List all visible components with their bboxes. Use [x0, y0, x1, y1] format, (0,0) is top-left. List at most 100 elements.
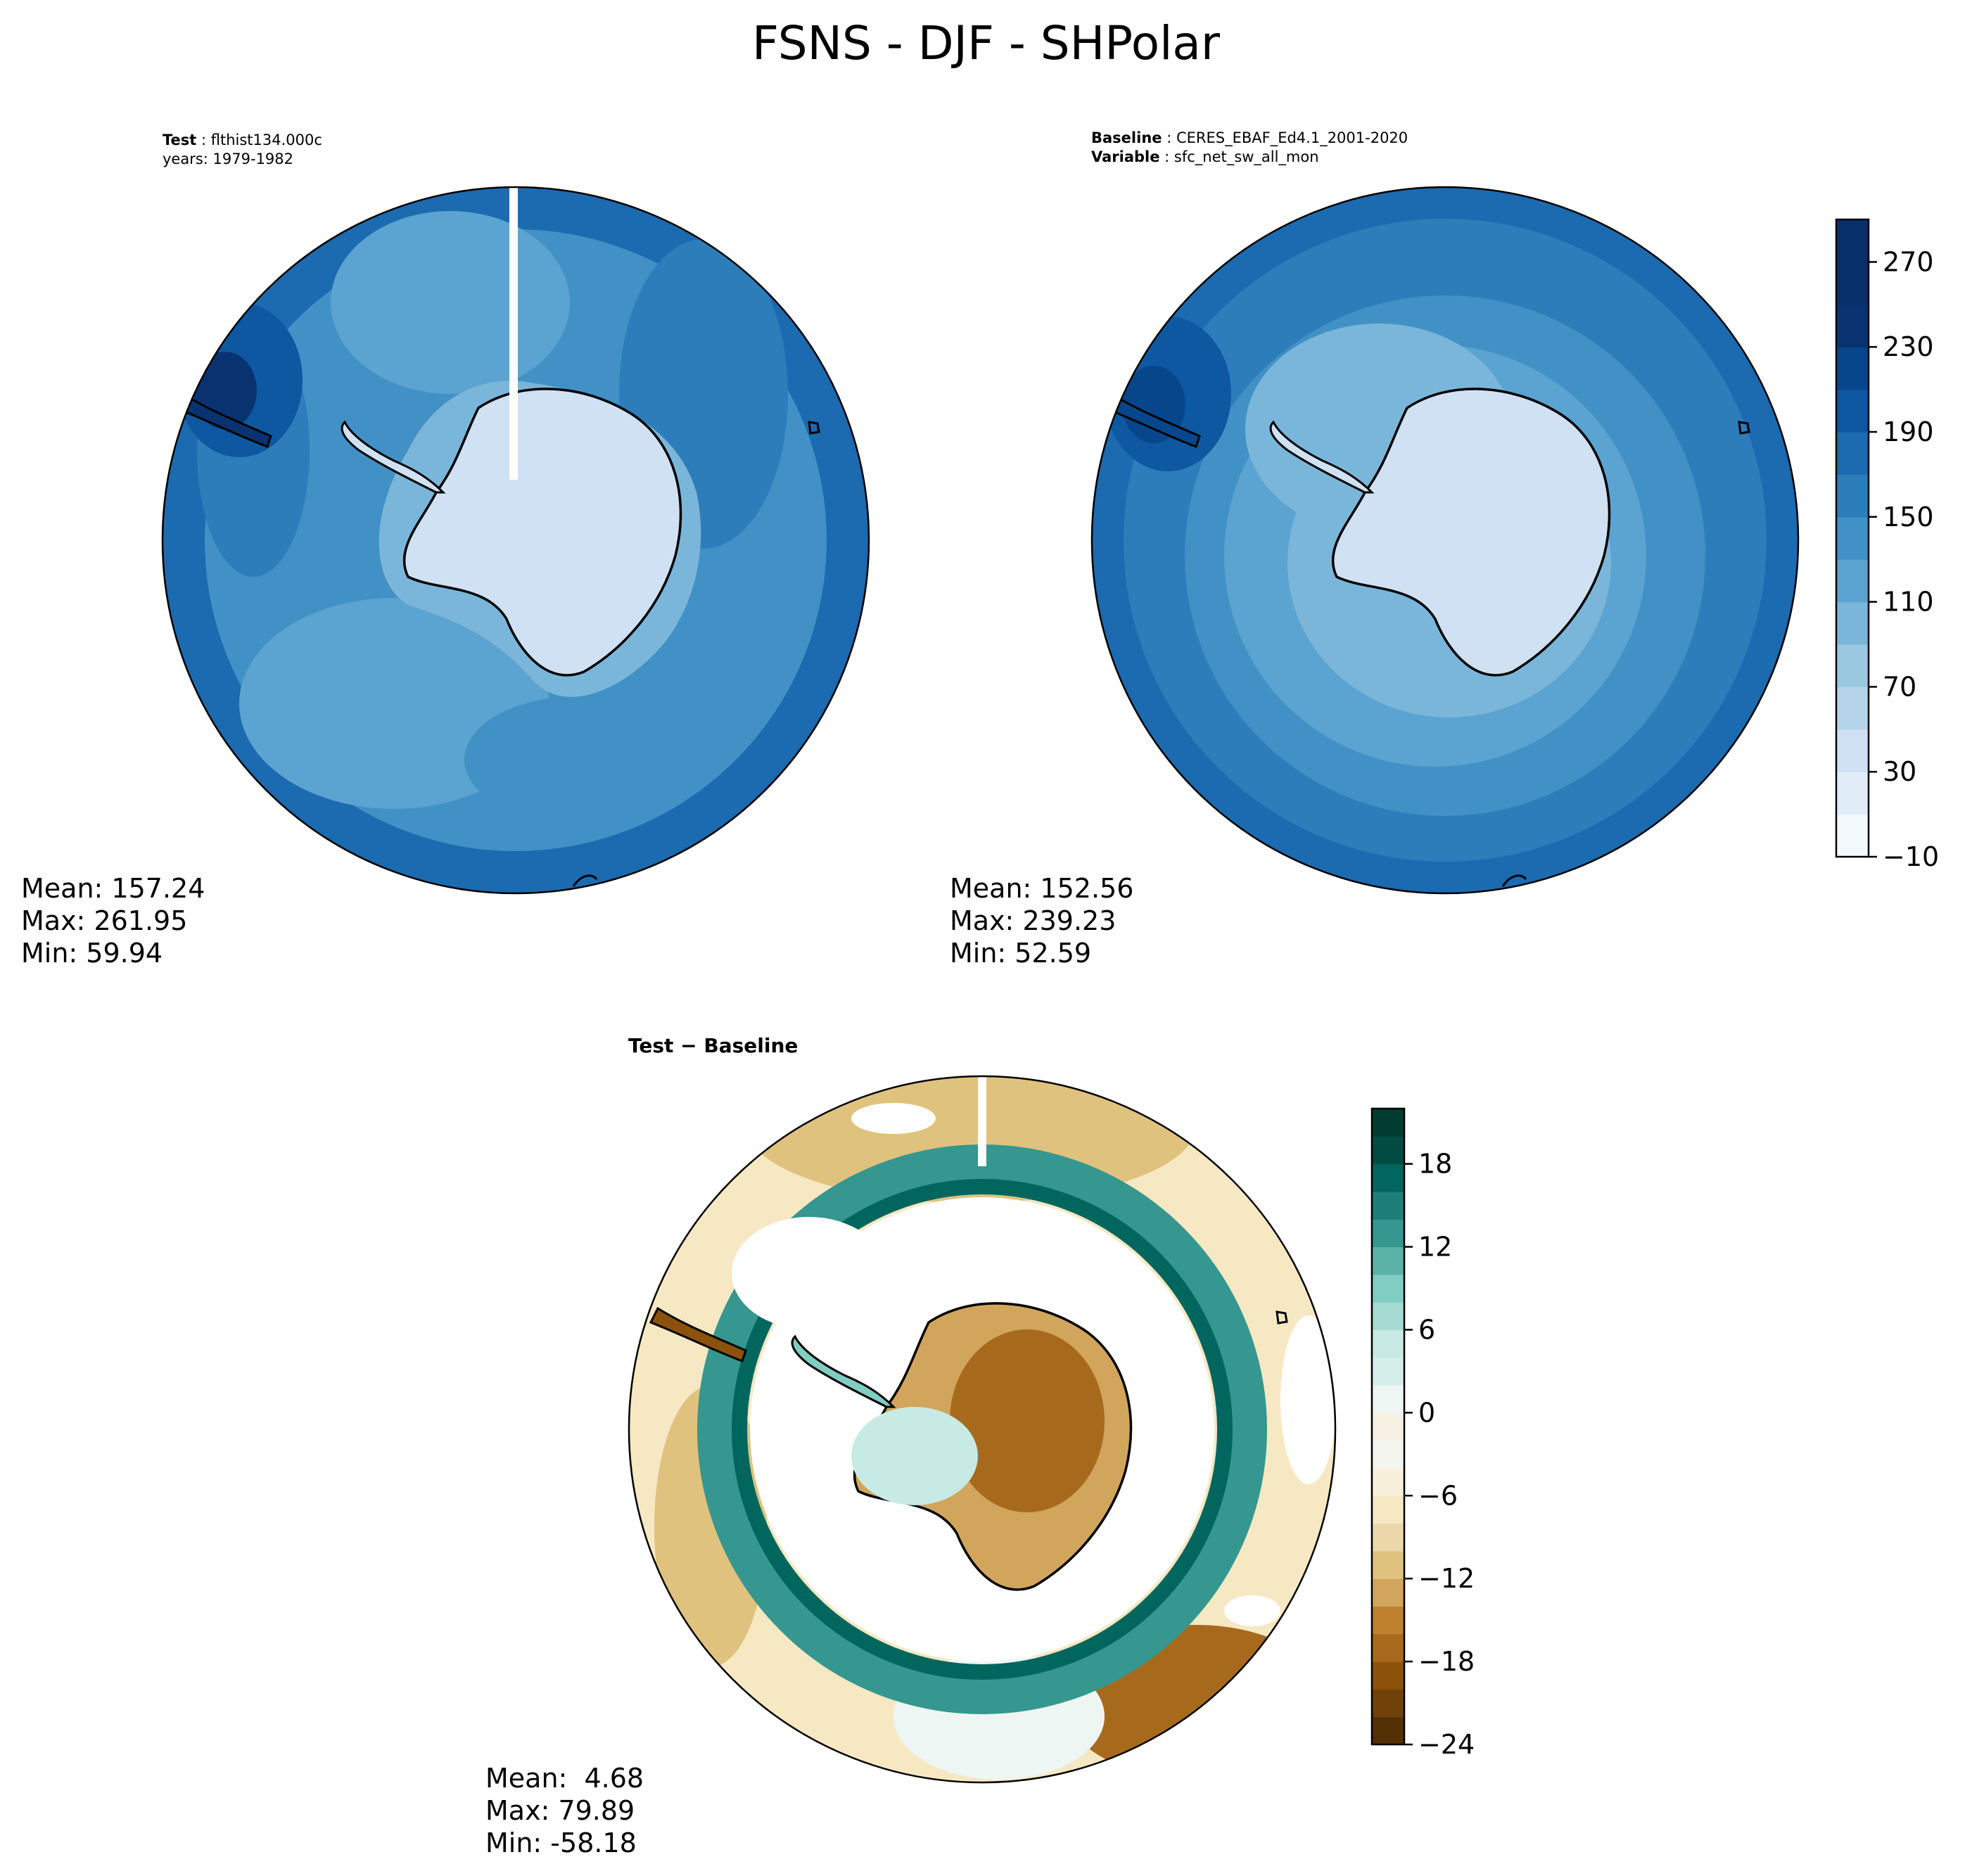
diff-white-patch-3 [1280, 1315, 1335, 1484]
baseline-subtitle: Baseline : CERES_EBAF_Ed4.1_2001-2020 Va… [1091, 129, 1408, 165]
colorbar-segment [1372, 1357, 1404, 1386]
colorbar-tick-label: 150 [1883, 502, 1934, 532]
colorbar-segment [1836, 601, 1869, 645]
baseline-mean: Mean: 152.56 [950, 873, 1134, 904]
difference-mean: Mean: 4.68 [485, 1763, 644, 1794]
diff-antarctica-dark [950, 1329, 1105, 1512]
colorbar-segment [1372, 1163, 1404, 1192]
colorbar-segment [1372, 1191, 1404, 1220]
difference-title: Test − Baseline [628, 1034, 799, 1057]
diff-south-america [649, 1306, 747, 1363]
test-antarctica [402, 388, 682, 677]
diff-white-patch-1 [732, 1217, 886, 1329]
colorbar-segment [1372, 1136, 1404, 1165]
baseline-variable-value: sfc_net_sw_all_mon [1173, 148, 1319, 165]
test-map [163, 187, 869, 893]
diff-white-patch-4 [1224, 1595, 1280, 1626]
colorbar-segment [1836, 644, 1869, 687]
baseline-max: Max: 239.23 [950, 905, 1117, 936]
baseline-subtitle-label: Baseline [1091, 129, 1162, 146]
diff-west-antarctica-teal [851, 1407, 978, 1505]
colorbar-segment [1372, 1329, 1404, 1358]
test-stats: Mean: 157.24 Max: 261.95 Min: 59.94 [21, 872, 205, 969]
brbg-colorbar: −24 −18 −12 −6 0 6 12 18 [1370, 1107, 1475, 1760]
difference-max: Max: 79.89 [485, 1795, 635, 1826]
diff-seam [978, 1076, 986, 1166]
colorbar-frame [1370, 1107, 1406, 1746]
colorbar-tick-label: 6 [1418, 1314, 1435, 1345]
baseline-variable-label: Variable [1091, 148, 1160, 165]
colorbar-segment [1836, 559, 1869, 603]
colorbar-tick-label: 110 [1883, 587, 1934, 618]
diff-white-patch-2 [851, 1103, 936, 1134]
colorbar-segment [1372, 1633, 1404, 1662]
colorbar-tick-label: 12 [1418, 1232, 1452, 1263]
baseline-map-border [1090, 186, 1800, 895]
colorbar-tick-label: 30 [1883, 756, 1916, 787]
colorbar-segment [1836, 687, 1869, 730]
colorbar-segment [1372, 1523, 1404, 1552]
colorbar-segment [1372, 1606, 1404, 1635]
colorbar-segment [1836, 516, 1869, 560]
diff-green-ring [697, 1144, 1267, 1714]
colorbar-tick-label: −10 [1883, 841, 1939, 872]
baseline-south-america [1102, 392, 1201, 448]
test-south-america [174, 392, 272, 448]
diff-dark-green-ring [732, 1179, 1233, 1680]
test-island [808, 421, 820, 435]
colorbar-segment [1836, 729, 1869, 772]
baseline-island [1738, 421, 1750, 435]
colorbar-tick-label: 270 [1883, 246, 1934, 277]
colorbar-segment [1836, 262, 1869, 305]
colorbar-segment [1372, 1467, 1404, 1496]
colorbar-segment [1372, 1302, 1404, 1331]
test-subtitle-value: flthist134.000c [210, 132, 322, 148]
colorbar-tick-label: 18 [1418, 1149, 1452, 1180]
colorbar-segment [1836, 772, 1869, 815]
difference-stats: Mean: 4.68 Max: 79.89 Min: -58.18 [485, 1762, 644, 1859]
difference-map-border [628, 1075, 1337, 1784]
test-seam [509, 187, 518, 480]
colorbar-segment [1372, 1578, 1404, 1607]
colorbar-frame [1835, 218, 1870, 858]
colorbar-tick-label: −6 [1418, 1480, 1458, 1511]
colorbar-segment [1836, 474, 1869, 518]
colorbar-tick-label: 0 [1418, 1397, 1435, 1428]
baseline-coast-bottom [1501, 874, 1527, 887]
colorbar-tick-label: 230 [1883, 331, 1934, 362]
colorbar-tick-label: −24 [1418, 1729, 1475, 1760]
baseline-stats: Mean: 152.56 Max: 239.23 Min: 52.59 [950, 872, 1133, 969]
difference-min: Min: -58.18 [485, 1827, 637, 1858]
colorbar-segment [1372, 1661, 1404, 1690]
colorbar-tick-label: −18 [1418, 1646, 1475, 1677]
blues-colorbar: −10 30 70 110 150 190 230 270 [1835, 218, 1939, 872]
colorbar-segment [1836, 304, 1869, 347]
test-years: years: 1979-1982 [163, 151, 294, 167]
colorbar-segment [1836, 814, 1869, 857]
test-min: Min: 59.94 [21, 938, 163, 969]
baseline-subtitle-value: CERES_EBAF_Ed4.1_2001-2020 [1176, 129, 1408, 146]
colorbar-segment [1372, 1274, 1404, 1303]
test-subtitle: Test : flthist134.000c years: 1979-1982 [163, 132, 322, 167]
test-max: Max: 261.95 [21, 905, 188, 936]
colorbar-segment [1836, 389, 1869, 433]
colorbar-segment [1372, 1550, 1404, 1579]
test-subtitle-label: Test [163, 132, 197, 148]
colorbar-segment [1372, 1440, 1404, 1469]
colorbar-tick-label: −12 [1418, 1563, 1475, 1594]
test-coast-bottom [572, 874, 598, 887]
figure-title: FSNS - DJF - SHPolar [751, 16, 1221, 70]
baseline-min: Min: 52.59 [950, 938, 1092, 969]
colorbar-segment [1836, 347, 1869, 390]
colorbar-tick-label: 70 [1883, 671, 1916, 702]
colorbar-segment [1372, 1689, 1404, 1718]
difference-map [629, 1076, 1335, 1782]
colorbar-segment [1836, 219, 1869, 262]
test-region-1 [331, 211, 570, 394]
colorbar-segment [1372, 1495, 1404, 1524]
colorbar-segment [1372, 1246, 1404, 1275]
test-mean: Mean: 157.24 [21, 873, 205, 904]
colorbar-segment [1836, 432, 1869, 475]
colorbar-segment [1372, 1219, 1404, 1248]
